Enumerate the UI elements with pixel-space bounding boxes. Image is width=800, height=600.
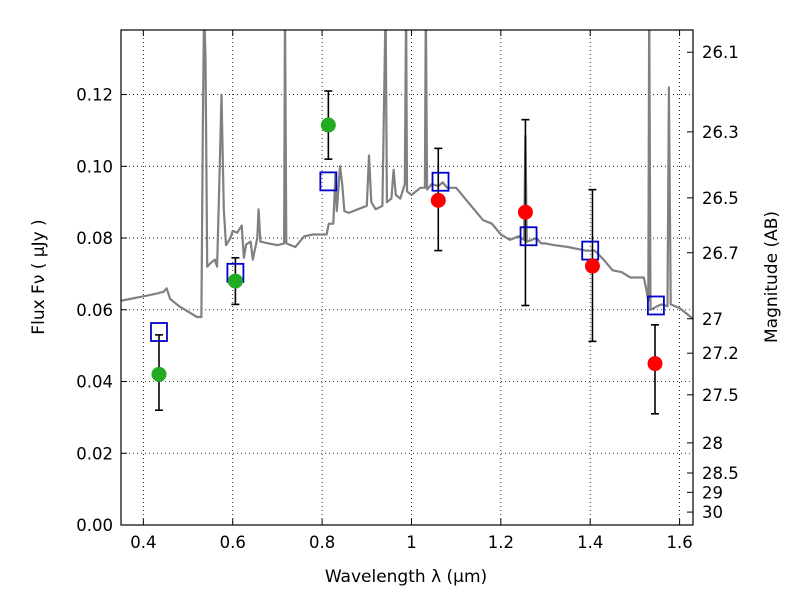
- y-tick-label: 0.12: [76, 86, 113, 105]
- model-flux-markers: [150, 171, 665, 342]
- y-axis-ticks: 0.00 0.02 0.04 0.06 0.08 0.10 0.12: [76, 86, 127, 535]
- grid: [121, 30, 693, 525]
- observed-point-green: [227, 273, 243, 289]
- x-axis-ticks: 0.4 0.6 0.8 1 1.2 1.4 1.6: [130, 30, 693, 552]
- magnitude-tick-label: 29: [702, 483, 723, 502]
- magnitude-tick-label: 28.5: [702, 464, 739, 483]
- y-tick-label: 0.00: [76, 516, 113, 535]
- magnitude-tick-label: 26.5: [702, 189, 739, 208]
- model-flux-marker: [519, 226, 538, 247]
- y-tick-label: 0.08: [76, 229, 113, 248]
- observed-point-red: [584, 258, 600, 274]
- magnitude-tick-label: 26.1: [702, 43, 739, 62]
- model-flux-marker: [150, 322, 168, 342]
- magnitude-tick-label: 27.2: [702, 344, 739, 363]
- x-tick-label: 1.2: [488, 533, 514, 552]
- observed-point-red: [430, 192, 446, 208]
- magnitude-tick-label: 30: [702, 503, 723, 522]
- observed-point-red: [647, 356, 663, 372]
- magnitude-tick-label: 28: [702, 434, 723, 453]
- magnitude-tick-label: 27: [702, 310, 723, 329]
- x-tick-label: 1: [406, 533, 417, 552]
- x-tick-label: 1.6: [666, 533, 692, 552]
- x-tick-label: 0.6: [220, 533, 246, 552]
- y-tick-label: 0.04: [76, 373, 113, 392]
- plot-frame: [120, 29, 694, 526]
- observed-point-green: [320, 117, 336, 133]
- y-tick-label: 0.06: [76, 301, 113, 320]
- magnitude-tick-label: 26.3: [702, 123, 739, 142]
- model-flux-marker: [647, 295, 665, 316]
- template-spectrum-line: [121, 30, 693, 320]
- model-flux-marker: [319, 171, 338, 192]
- x-tick-label: 1.4: [577, 533, 603, 552]
- magnitude-tick-label: 27.5: [702, 386, 739, 405]
- y-tick-label: 0.02: [76, 444, 113, 463]
- magnitude-axis-label: Magnitude (AB): [762, 211, 782, 343]
- y-axis-label: Flux Fν ( μJy ): [29, 219, 49, 334]
- y-tick-label: 0.10: [76, 157, 113, 176]
- x-tick-label: 0.8: [309, 533, 335, 552]
- template-spectrum: [121, 30, 693, 320]
- model-flux-marker: [431, 171, 450, 192]
- x-axis-label: Wavelength λ (μm): [325, 567, 487, 587]
- magnitude-tick-label: 26.7: [702, 244, 739, 263]
- observed-point-green: [151, 366, 167, 382]
- x-tick-label: 0.4: [130, 533, 156, 552]
- observed-flux-points: [151, 117, 663, 382]
- observed-point-red: [517, 204, 533, 220]
